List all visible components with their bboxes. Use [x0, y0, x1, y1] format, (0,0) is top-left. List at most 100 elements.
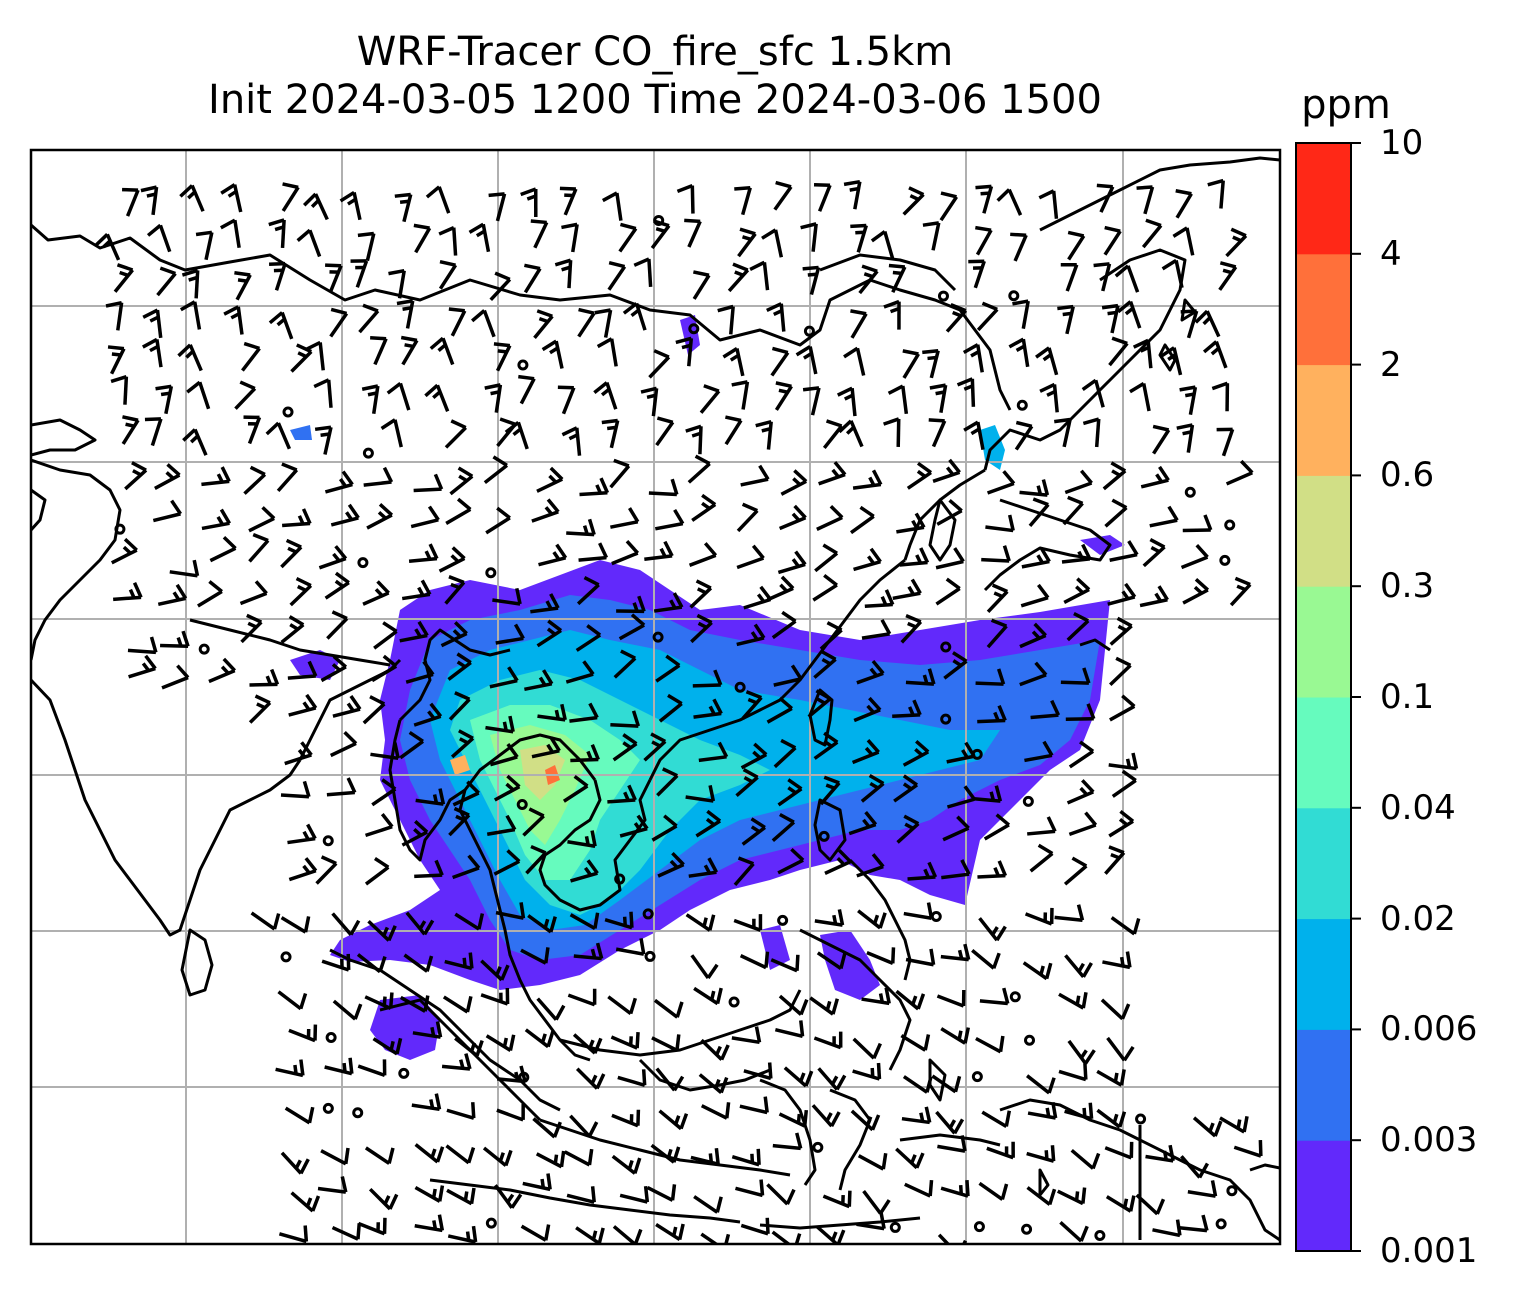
wind-barb	[900, 614, 923, 644]
wind-barb	[280, 538, 303, 569]
colorbar-swatch	[1296, 475, 1351, 587]
wind-barb	[483, 455, 509, 484]
calm-marker	[930, 911, 942, 923]
wind-barb	[367, 919, 397, 942]
wind-barb	[413, 702, 443, 727]
wind-barb	[127, 636, 158, 655]
wind-barb	[414, 1214, 445, 1233]
wind-barb	[611, 1154, 642, 1175]
wind-barb	[1022, 961, 1053, 981]
wind-barb	[778, 1109, 809, 1128]
wind-barb	[907, 861, 938, 881]
wind-barb	[883, 299, 901, 330]
wind-barb	[818, 461, 847, 486]
wind-barb	[1152, 424, 1171, 455]
wind-barbs	[94, 178, 1263, 1244]
wind-barb	[524, 1028, 555, 1049]
wind-barb	[364, 1146, 395, 1165]
wind-barb	[405, 911, 435, 936]
wind-barb	[692, 669, 723, 688]
wind-barb	[276, 462, 299, 493]
wind-barb	[94, 233, 121, 261]
wind-barb	[940, 1180, 970, 1198]
wind-barb	[922, 221, 941, 251]
wind-barb	[442, 995, 473, 1014]
wind-barb	[403, 953, 434, 973]
wind-barb	[698, 741, 729, 763]
wind-barb	[843, 346, 866, 376]
wind-barb	[849, 505, 875, 535]
wind-barb	[1136, 185, 1155, 215]
wind-barb	[601, 418, 620, 449]
wind-barb	[1109, 694, 1136, 722]
wind-barb	[1114, 264, 1140, 293]
wind-barb	[489, 666, 519, 689]
wind-barb	[774, 1020, 805, 1039]
wind-barb	[315, 855, 338, 885]
calm-marker	[1094, 1229, 1106, 1241]
wind-barb	[485, 715, 515, 734]
wind-barb	[1093, 262, 1112, 292]
wind-barb	[733, 856, 755, 887]
wind-barb	[736, 502, 759, 533]
wind-barb	[488, 192, 507, 222]
wind-barb	[339, 190, 362, 221]
calm-marker	[652, 631, 664, 643]
wind-barb	[892, 699, 922, 719]
wind-barb	[321, 953, 351, 972]
wind-barb	[1105, 1195, 1136, 1213]
wind-barb	[523, 263, 542, 294]
wind-barb	[809, 996, 839, 1016]
wind-barb	[743, 1062, 773, 1081]
wind-barb	[484, 383, 503, 413]
wind-barb	[741, 690, 763, 720]
colorbar-tick-label: 10	[1380, 123, 1424, 163]
wind-barb	[979, 987, 1010, 1006]
wind-barb	[931, 1074, 962, 1094]
wind-barb	[773, 738, 797, 769]
wind-barb	[850, 223, 868, 253]
wind-barb	[850, 1109, 881, 1132]
wind-barb	[569, 702, 599, 723]
wind-barb	[358, 303, 380, 334]
wind-barb	[1027, 1101, 1058, 1120]
wind-barb	[1054, 417, 1072, 448]
wind-barb	[853, 547, 882, 572]
wind-barb	[618, 222, 638, 253]
calm-marker	[642, 908, 654, 920]
wind-barb	[1107, 582, 1137, 606]
calm-marker	[485, 1217, 497, 1229]
wind-barb	[1175, 189, 1193, 219]
wind-barb	[161, 664, 190, 690]
wind-barb	[320, 655, 348, 683]
wind-barb	[1062, 495, 1084, 526]
wind-barb	[940, 1027, 970, 1045]
wind-barb	[1176, 423, 1195, 453]
wind-barb	[1180, 1155, 1209, 1179]
wind-barb	[413, 223, 432, 254]
wind-barb	[722, 346, 745, 377]
wind-barb	[201, 466, 231, 487]
wind-barb	[1064, 954, 1093, 979]
wind-barb	[650, 1143, 681, 1164]
wind-barb	[524, 669, 554, 691]
wind-barb	[936, 989, 966, 1008]
wind-barb	[942, 815, 970, 842]
wind-barb	[448, 691, 471, 721]
wind-barb	[777, 848, 805, 875]
calm-marker	[1224, 519, 1236, 531]
wind-barb	[1008, 337, 1030, 368]
wind-barb	[771, 812, 796, 842]
wind-barb	[619, 1185, 650, 1204]
wind-barb	[1179, 385, 1198, 416]
wind-barb	[570, 744, 600, 763]
wind-barb	[1063, 856, 1088, 886]
calm-marker	[1219, 554, 1231, 566]
wind-barb	[326, 610, 349, 640]
wind-barb	[935, 577, 961, 606]
wind-barb	[329, 731, 358, 758]
wind-barb	[1152, 1219, 1182, 1238]
calm-wind-markers	[114, 214, 1238, 1241]
plume-contour	[290, 650, 340, 680]
wind-barb	[1180, 544, 1209, 570]
